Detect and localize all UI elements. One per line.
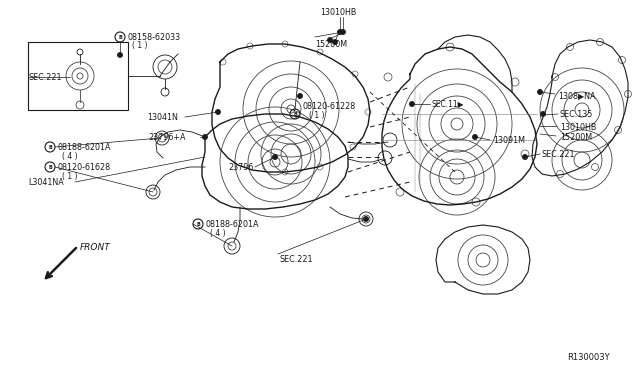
Text: 15200M: 15200M	[315, 39, 347, 48]
Text: SEC.221: SEC.221	[280, 256, 314, 264]
Circle shape	[522, 154, 527, 160]
Circle shape	[340, 29, 346, 35]
Text: B: B	[196, 221, 200, 227]
Circle shape	[328, 38, 333, 42]
Text: SEC.135: SEC.135	[560, 109, 593, 119]
Text: ( 1 ): ( 1 )	[309, 110, 324, 119]
Circle shape	[298, 93, 303, 99]
Circle shape	[118, 52, 122, 58]
Text: B: B	[48, 164, 52, 170]
Circle shape	[364, 217, 369, 221]
Text: ( 1 ): ( 1 )	[132, 41, 147, 49]
Text: 08188-6201A: 08188-6201A	[57, 142, 111, 151]
Text: 08158-62033: 08158-62033	[127, 32, 180, 42]
Text: 08120-61628: 08120-61628	[57, 163, 110, 171]
Circle shape	[541, 112, 545, 116]
Circle shape	[216, 109, 221, 115]
Text: SEC.221: SEC.221	[28, 73, 61, 81]
Circle shape	[202, 135, 207, 140]
Text: 08120-61228: 08120-61228	[303, 102, 356, 110]
Text: SEC.11▶: SEC.11▶	[432, 99, 465, 109]
Text: 08188-6201A: 08188-6201A	[205, 219, 259, 228]
Text: ( 1 ): ( 1 )	[62, 171, 77, 180]
Circle shape	[410, 102, 415, 106]
Text: L3041NA: L3041NA	[28, 177, 64, 186]
Text: FRONT: FRONT	[80, 244, 111, 253]
Text: 13010HB: 13010HB	[560, 122, 596, 131]
Text: 23796+A: 23796+A	[148, 132, 186, 141]
Circle shape	[538, 90, 543, 94]
Text: ( 4 ): ( 4 )	[62, 151, 77, 160]
Text: SEC.221: SEC.221	[542, 150, 575, 158]
Text: ( 4 ): ( 4 )	[210, 228, 226, 237]
Text: B: B	[48, 144, 52, 150]
Circle shape	[337, 29, 342, 35]
Text: 13010HB: 13010HB	[320, 7, 356, 16]
Text: R130003Y: R130003Y	[568, 353, 610, 362]
Text: B: B	[118, 35, 122, 39]
Text: 23796: 23796	[228, 163, 253, 171]
Circle shape	[273, 154, 278, 160]
Text: B: B	[293, 112, 297, 116]
FancyBboxPatch shape	[28, 42, 128, 110]
Text: 1308▶NA: 1308▶NA	[558, 92, 595, 100]
Text: 13041N: 13041N	[147, 112, 178, 122]
Text: 15200M: 15200M	[560, 132, 592, 141]
Text: 13091M: 13091M	[493, 135, 525, 144]
Circle shape	[333, 39, 337, 45]
Circle shape	[472, 135, 477, 140]
